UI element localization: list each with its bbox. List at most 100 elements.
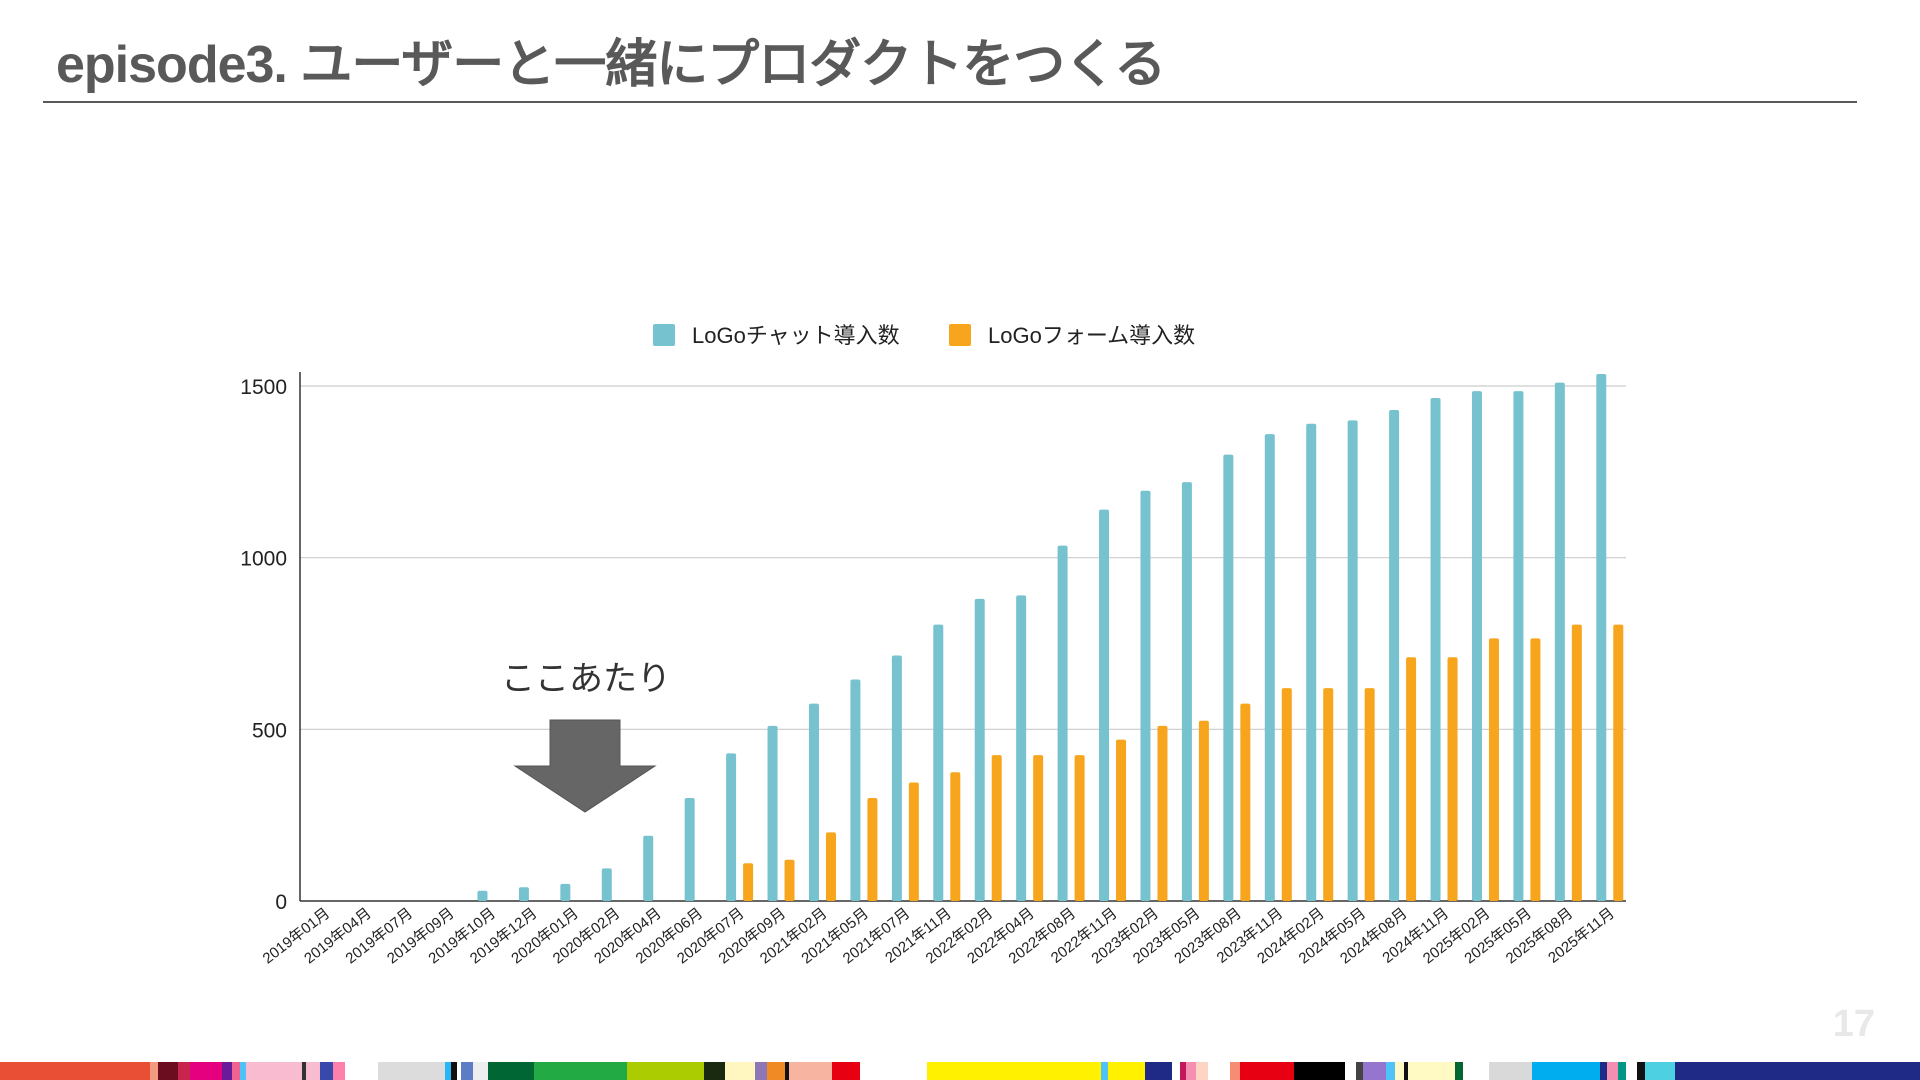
page-title: episode3. ユーザーと一緒にプロダクトをつくる [56, 36, 1166, 94]
color-strip-segment-27 [785, 1062, 789, 1080]
color-strip-segment-41 [1240, 1062, 1294, 1080]
color-strip-segment-47 [1395, 1062, 1404, 1080]
color-strip-segment-35 [1172, 1062, 1180, 1080]
color-strip-segment-48 [1404, 1062, 1408, 1080]
bar-chat-7 [601, 868, 612, 901]
bar-form-31 [1613, 624, 1624, 901]
bar-chat-24 [1306, 423, 1317, 901]
bar-chat-16 [974, 598, 985, 901]
bar-form-27 [1447, 657, 1458, 901]
color-strip-segment-46 [1386, 1062, 1395, 1080]
bar-form-28 [1488, 638, 1499, 901]
color-strip-segment-29 [832, 1062, 860, 1080]
color-strip-segment-23 [704, 1062, 725, 1080]
decorative-color-strip [0, 1062, 1920, 1080]
color-strip-segment-8 [246, 1062, 302, 1080]
bar-chat-17 [1016, 595, 1027, 901]
bar-chat-9 [684, 798, 695, 901]
color-strip-segment-24 [725, 1062, 755, 1080]
color-strip-segment-37 [1186, 1062, 1196, 1080]
color-strip-segment-54 [1600, 1062, 1607, 1080]
color-strip-segment-33 [1108, 1062, 1145, 1080]
color-strip-segment-25 [755, 1062, 767, 1080]
color-strip-segment-3 [178, 1062, 190, 1080]
y-tick-label-1: 500 [252, 719, 287, 742]
bar-form-14 [908, 782, 919, 901]
bar-form-19 [1116, 739, 1127, 901]
color-strip-segment-19 [473, 1062, 488, 1080]
color-strip-segment-43 [1345, 1062, 1356, 1080]
bar-chat-5 [518, 887, 529, 901]
legend-swatch-0 [653, 324, 675, 346]
bar-chat-11 [767, 725, 778, 901]
bar-form-11 [784, 859, 795, 901]
annotation-arrow-icon [513, 719, 657, 813]
color-strip-segment-42 [1294, 1062, 1345, 1080]
color-strip-segment-59 [1645, 1062, 1675, 1080]
color-strip-segment-9 [302, 1062, 306, 1080]
color-strip-segment-56 [1618, 1062, 1626, 1080]
color-strip-segment-51 [1463, 1062, 1489, 1080]
color-strip-segment-60 [1675, 1062, 1920, 1080]
bar-form-18 [1074, 755, 1085, 901]
bar-chat-18 [1057, 545, 1068, 901]
bar-chat-12 [808, 703, 819, 901]
bar-chat-13 [850, 679, 861, 901]
color-strip-segment-11 [320, 1062, 333, 1080]
color-strip-segment-34 [1145, 1062, 1172, 1080]
bar-chat-10 [726, 753, 737, 901]
bar-form-25 [1364, 688, 1375, 901]
legend-swatch-1 [949, 324, 971, 346]
bar-chat-19 [1099, 509, 1110, 901]
y-tick-label-3: 1500 [240, 376, 287, 399]
bar-form-22 [1240, 703, 1251, 901]
color-strip-segment-40 [1230, 1062, 1240, 1080]
color-strip-segment-50 [1455, 1062, 1463, 1080]
bar-form-10 [743, 863, 754, 901]
color-strip-segment-45 [1363, 1062, 1386, 1080]
color-strip-segment-58 [1637, 1062, 1645, 1080]
bar-chat-20 [1140, 490, 1151, 901]
color-strip-segment-4 [190, 1062, 222, 1080]
color-strip-segment-2 [158, 1062, 178, 1080]
color-strip-segment-39 [1208, 1062, 1230, 1080]
color-strip-segment-1 [150, 1062, 158, 1080]
title-divider [43, 101, 1857, 103]
bar-chat-21 [1181, 482, 1192, 901]
color-strip-segment-10 [306, 1062, 320, 1080]
color-strip-segment-49 [1408, 1062, 1455, 1080]
bar-form-30 [1571, 624, 1582, 901]
color-strip-segment-17 [457, 1062, 461, 1080]
bar-form-16 [991, 755, 1002, 901]
bar-form-24 [1323, 688, 1334, 901]
color-strip-segment-16 [451, 1062, 457, 1080]
bar-chat-22 [1223, 454, 1234, 901]
page-number: 17 [1832, 1003, 1875, 1045]
color-strip-segment-57 [1626, 1062, 1637, 1080]
bar-chat-14 [891, 655, 902, 901]
color-strip-segment-6 [232, 1062, 240, 1080]
color-strip-segment-18 [461, 1062, 473, 1080]
bar-chat-27 [1430, 398, 1441, 901]
color-strip-segment-36 [1180, 1062, 1186, 1080]
bar-form-12 [825, 832, 836, 901]
color-strip-segment-14 [378, 1062, 445, 1080]
color-strip-segment-28 [789, 1062, 832, 1080]
color-strip-segment-0 [0, 1062, 150, 1080]
bar-chat-8 [643, 835, 654, 901]
bar-form-26 [1406, 657, 1417, 901]
color-strip-segment-55 [1607, 1062, 1618, 1080]
color-strip-segment-13 [345, 1062, 378, 1080]
bar-chat-25 [1347, 420, 1358, 901]
color-strip-segment-15 [445, 1062, 451, 1080]
color-strip-segment-53 [1532, 1062, 1600, 1080]
legend-label-0: LoGoチャット導入数 [692, 323, 900, 348]
bar-chat-4 [477, 890, 488, 901]
bar-chat-30 [1554, 382, 1565, 902]
color-strip-segment-22 [627, 1062, 704, 1080]
annotation-label: ここあたり [501, 659, 671, 699]
color-strip-segment-31 [927, 1062, 1101, 1080]
color-strip-segment-32 [1101, 1062, 1108, 1080]
legend-label-1: LoGoフォーム導入数 [988, 323, 1195, 348]
